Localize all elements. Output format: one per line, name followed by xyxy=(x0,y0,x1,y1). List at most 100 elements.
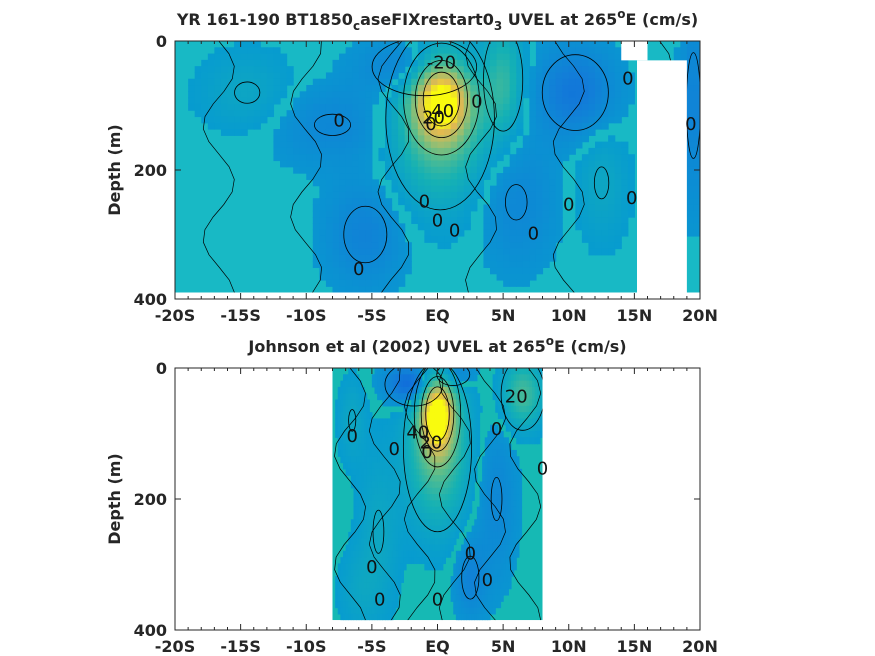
field-cell xyxy=(516,374,520,382)
field-cell xyxy=(390,544,394,552)
field-cell xyxy=(455,557,460,565)
field-cell xyxy=(358,72,366,80)
field-cell xyxy=(474,519,478,527)
field-cell xyxy=(339,248,347,256)
field-cell xyxy=(511,494,515,501)
field-cell xyxy=(542,254,550,262)
field-cell xyxy=(390,475,394,483)
field-cell xyxy=(260,59,268,67)
field-cell xyxy=(377,481,381,489)
field-cell xyxy=(406,525,410,533)
field-cell xyxy=(503,135,511,143)
field-cell xyxy=(463,399,467,407)
field-cell xyxy=(453,475,457,483)
field-cell xyxy=(453,487,457,495)
field-cell xyxy=(240,103,248,111)
field-cell xyxy=(470,129,478,136)
field-cell xyxy=(686,223,695,231)
field-cell xyxy=(437,66,445,74)
field-cell xyxy=(535,210,544,218)
field-cell xyxy=(492,601,496,609)
field-cell xyxy=(437,380,441,388)
field-cell xyxy=(487,468,491,476)
field-cell xyxy=(450,494,454,501)
field-cell xyxy=(345,273,353,281)
field-cell xyxy=(371,431,376,438)
field-cell xyxy=(356,412,360,420)
field-cell xyxy=(201,66,209,74)
field-cell xyxy=(430,122,439,130)
field-cell xyxy=(424,468,428,476)
field-cell xyxy=(503,437,507,445)
field-cell xyxy=(588,147,596,155)
field-cell xyxy=(227,59,235,67)
field-cell xyxy=(496,242,504,250)
field-cell xyxy=(332,116,340,124)
field-cell xyxy=(382,487,386,495)
field-cell xyxy=(398,66,406,74)
field-cell xyxy=(588,66,596,74)
field-cell xyxy=(337,569,341,577)
field-cell xyxy=(353,506,357,514)
field-cell xyxy=(319,166,327,174)
field-cell xyxy=(450,141,458,149)
field-cell xyxy=(356,468,360,476)
field-cell xyxy=(430,47,439,55)
field-cell xyxy=(588,59,596,67)
field-cell xyxy=(490,154,498,162)
field-cell xyxy=(424,217,432,224)
field-cell xyxy=(470,204,478,212)
field-cell xyxy=(430,41,439,48)
field-cell xyxy=(532,418,536,426)
field-cell xyxy=(608,229,616,237)
field-cell xyxy=(400,481,404,489)
field-cell xyxy=(466,424,470,432)
field-cell xyxy=(505,386,509,394)
field-cell xyxy=(686,191,695,199)
field-cell xyxy=(345,47,353,55)
field-cell xyxy=(614,72,622,80)
field-cell xyxy=(385,613,389,621)
field-cell xyxy=(417,223,425,231)
field-cell xyxy=(371,41,380,48)
field-cell xyxy=(516,166,524,174)
field-cell xyxy=(378,41,386,48)
field-cell xyxy=(353,513,357,520)
field-cell xyxy=(575,122,583,130)
field-cell xyxy=(463,129,471,136)
field-cell xyxy=(343,557,347,565)
field-cell xyxy=(505,418,509,426)
field-cell xyxy=(522,53,530,61)
field-cell xyxy=(680,41,688,48)
field-cell xyxy=(353,380,357,388)
field-cell xyxy=(518,386,523,394)
field-cell xyxy=(325,72,334,80)
field-cell xyxy=(390,601,394,609)
field-cell xyxy=(495,594,499,602)
field-cell xyxy=(377,538,381,546)
field-cell xyxy=(457,103,465,111)
field-cell xyxy=(522,66,530,74)
field-cell xyxy=(526,399,530,407)
field-cell xyxy=(511,475,515,483)
field-cell xyxy=(516,160,524,168)
field-cell xyxy=(542,47,550,55)
field-cell xyxy=(549,47,557,55)
field-cell xyxy=(247,59,255,67)
field-cell xyxy=(575,41,583,48)
field-cell xyxy=(542,129,550,136)
field-cell xyxy=(581,154,590,162)
field-cell xyxy=(411,204,419,212)
field-cell xyxy=(385,563,389,571)
field-cell xyxy=(455,601,460,609)
field-cell xyxy=(416,538,420,546)
field-cell xyxy=(398,279,406,287)
field-cell xyxy=(503,53,511,61)
field-cell xyxy=(273,97,281,105)
field-cell xyxy=(562,141,570,149)
field-cell xyxy=(339,154,347,162)
field-cell xyxy=(424,368,428,375)
field-cell xyxy=(406,449,410,457)
field-cell xyxy=(474,544,478,552)
